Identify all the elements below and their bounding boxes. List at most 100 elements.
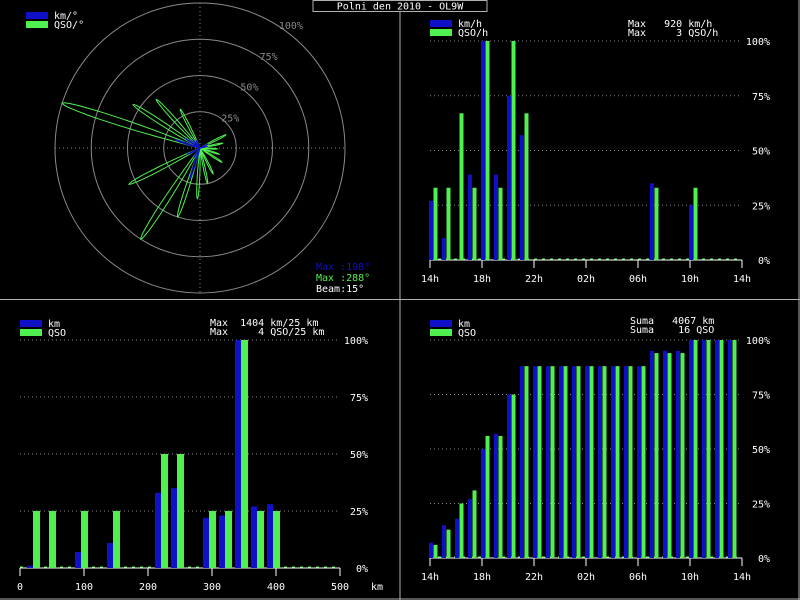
legend-swatch-green [430,29,452,36]
bar-qso [33,511,40,568]
bar-qsoh [433,187,438,260]
polar-lobe-qso [196,147,201,200]
bar-cum-qso [472,490,477,558]
bar-cum-qso [446,529,451,558]
polar-lobe-km [190,138,201,149]
bar-qso [241,340,248,568]
legend-swatch-blue [26,12,48,19]
x-tick-label: 14h [733,572,751,583]
bar-cum-km [728,340,732,558]
legend-label: QSO [48,328,66,339]
bar-km [203,517,209,568]
legend-label: QSO/h [458,28,488,39]
polar-lobe-km [174,139,201,149]
bar-kmh [429,200,433,260]
bar-km [171,488,177,568]
y-tick-label: 0% [356,564,368,575]
bar-qso [257,511,264,568]
bar-kmh [468,174,472,260]
x-tick-label: 22h [525,274,543,285]
bar-cum-km [624,366,628,558]
bar-cum-km [494,433,498,558]
y-tick-label: 100% [344,336,368,347]
bar-cum-km [572,366,576,558]
bar-qso [49,511,56,568]
bar-cum-qso [706,340,711,558]
ring-label: 50% [240,83,258,94]
polar-lobe-qso [199,147,219,150]
y-tick-label: 100% [746,37,770,48]
bar-cum-qso [641,366,646,558]
bar-km [107,542,113,568]
legend-swatch-green [20,329,42,336]
bar-qso [113,511,120,568]
bar-qso [161,454,168,568]
bar-qsoh [693,187,698,260]
bar-cum-qso [576,366,581,558]
bar-cum-km [663,350,667,558]
bar-cum-km [520,366,524,558]
legend-label: km/h [458,19,482,30]
bar-cum-km [715,340,719,558]
bar-cum-km [507,394,511,558]
bar-cum-qso [693,340,698,558]
y-tick-label: 25% [752,201,770,212]
y-tick-label: 75% [752,92,770,103]
polar-info-blue: Max :198° [316,262,370,273]
bar-cum-km [676,350,680,558]
x-tick-label: 06h [629,572,647,583]
legend-swatch-blue [20,320,42,327]
y-tick-label: 50% [350,450,368,461]
bar-cum-qso [732,340,737,558]
bar-kmh [481,41,485,260]
bar-km [155,492,161,568]
bar-cum-qso [485,435,490,558]
x-tick-label: 300 [203,582,221,593]
bar-qso [81,511,88,568]
legend-swatch-green [26,21,48,28]
x-tick-label: 10h [681,572,699,583]
bar-kmh [520,135,524,260]
y-tick-label: 50% [752,445,770,456]
bar-cum-km [637,366,641,558]
polar-lobe-km [195,139,201,149]
polar-lobe-qso [199,147,221,155]
ring-label: 25% [221,113,239,124]
polar-lobe-qso [132,104,201,149]
x-tick-label: 02h [577,572,595,583]
bar-km [267,504,273,568]
polar-lobe-qso [199,147,214,175]
bar-cum-km [598,366,602,558]
bar-kmh [689,205,693,260]
bar-cum-qso [524,366,529,558]
legend-swatch-blue [430,320,452,327]
bar-cum-qso [433,544,438,558]
polar-info-beam: Beam:15° [316,284,364,295]
x-tick-label: 0 [17,582,23,593]
legend-label: km [48,319,60,330]
bar-cum-km [559,366,563,558]
bar-cum-km [689,340,693,558]
polar-lobe-qso [199,134,227,149]
bar-km [219,515,225,568]
y-tick-label: 100% [746,336,770,347]
bar-cum-qso [680,353,685,558]
bar-cum-qso [589,366,594,558]
bar-qsoh [498,187,503,260]
polar-lobe-qso [179,108,201,149]
polar-lobe-qso [61,102,201,149]
bar-cum-qso [719,340,724,558]
polar-lobe-qso [155,98,201,149]
polar-lobe-km [189,147,201,180]
summary-line: Max 3 QSO/h [628,28,718,39]
polar-lobe-km [199,146,209,149]
polar-lobe-qso [199,147,209,185]
x-tick-label: 22h [525,572,543,583]
bar-cum-qso [563,366,568,558]
bar-qso [273,511,280,568]
polar-lobe-km [184,138,201,149]
bar-qso [177,454,184,568]
bar-qso [225,511,232,568]
y-tick-label: 75% [752,391,770,402]
